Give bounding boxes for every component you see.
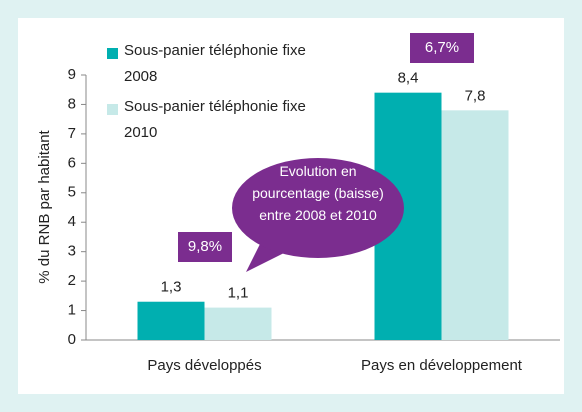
y-axis-label: % du RNB par habitant <box>36 129 53 283</box>
bar <box>441 110 509 340</box>
annotation: 6,7% <box>424 39 460 56</box>
value-label: 1,3 <box>161 279 182 296</box>
value-label: 1,1 <box>228 285 249 302</box>
legend-swatch <box>107 104 118 115</box>
bar <box>137 301 205 340</box>
y-tick-label: 1 <box>68 302 76 319</box>
value-label: 7,8 <box>465 87 486 104</box>
y-tick-label: 0 <box>68 331 76 348</box>
y-tick-label: 5 <box>68 184 76 201</box>
annotation-box <box>410 33 474 63</box>
y-tick-label: 9 <box>68 66 76 83</box>
annotation-box <box>178 232 232 262</box>
bar <box>204 307 272 340</box>
x-tick-label: Pays en développement <box>361 357 523 374</box>
bubble-text: Evolution en pourcentage (baisse) entre … <box>252 163 384 223</box>
y-tick-label: 2 <box>68 272 76 289</box>
y-tick-label: 4 <box>68 213 76 230</box>
speech-bubble <box>232 158 404 258</box>
y-tick-label: 3 <box>68 243 76 260</box>
annotation: 9,8% <box>187 238 223 255</box>
y-tick-label: 6 <box>68 154 76 171</box>
y-tick-label: 7 <box>68 125 76 142</box>
legend-label: Sous-panier téléphonie fixe 2008 <box>124 42 306 85</box>
legend-swatch <box>107 48 118 59</box>
value-label: 8,4 <box>398 70 419 87</box>
y-tick-label: 8 <box>68 95 76 112</box>
x-tick-label: Pays développés <box>147 357 261 374</box>
legend-label: Sous-panier téléphonie fixe 2010 <box>124 98 306 141</box>
